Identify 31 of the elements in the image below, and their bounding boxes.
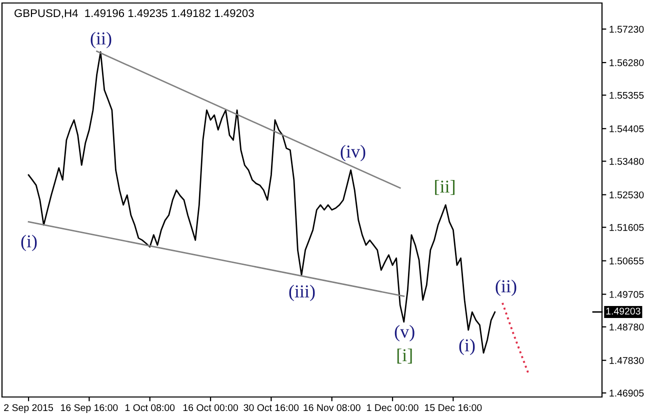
x-tick-label: 15 Dec 16:00	[425, 404, 482, 412]
chart-title: GBPUSD,H4 1.49196 1.49235 1.49182 1.49203	[14, 9, 254, 18]
annotation: (i)	[459, 338, 475, 356]
y-tick-label: 1.49705	[610, 291, 644, 298]
y-tick-label: 1.50655	[610, 258, 644, 264]
y-tick-label: 1.53480	[610, 158, 644, 165]
annotation: (ii)	[496, 280, 516, 296]
x-tick-label: 16 Sep 16:00	[61, 404, 118, 414]
x-tick-label: 16 Nov 08:00	[304, 404, 360, 412]
x-tick-label: 2 Sep 2015	[4, 404, 54, 414]
y-tick-label: 1.55355	[610, 92, 644, 99]
annotation: (i)	[21, 234, 37, 252]
y-tick-label: 1.48780	[610, 324, 644, 330]
text: 1.49203	[606, 308, 640, 315]
y-tick-label: 1.56280	[610, 59, 644, 66]
x-tick-label: 1 Dec 00:00	[367, 404, 418, 412]
y-tick-label: 1.54405	[610, 125, 644, 132]
x-tick-label: 30 Oct 16:00	[244, 404, 299, 412]
x-tick-label: 1 Oct 08:00	[125, 404, 175, 412]
annotation: [i]	[397, 348, 412, 364]
annotation: (iii)	[289, 284, 315, 302]
y-tick-label: 1.46905	[610, 390, 644, 397]
annotation: [ii]	[435, 180, 454, 195]
y-tick-label: 1.47830	[610, 357, 644, 364]
annotation: (v)	[394, 324, 414, 342]
x-tick-label: 16 Oct 00:00	[183, 404, 238, 412]
annotation: (iv)	[340, 144, 366, 162]
y-tick-label: 1.57230	[610, 26, 644, 33]
y-tick-label: 1.51605	[610, 224, 644, 231]
y-tick-label: 1.52530	[610, 191, 644, 198]
annotation: (ii)	[90, 32, 112, 48]
